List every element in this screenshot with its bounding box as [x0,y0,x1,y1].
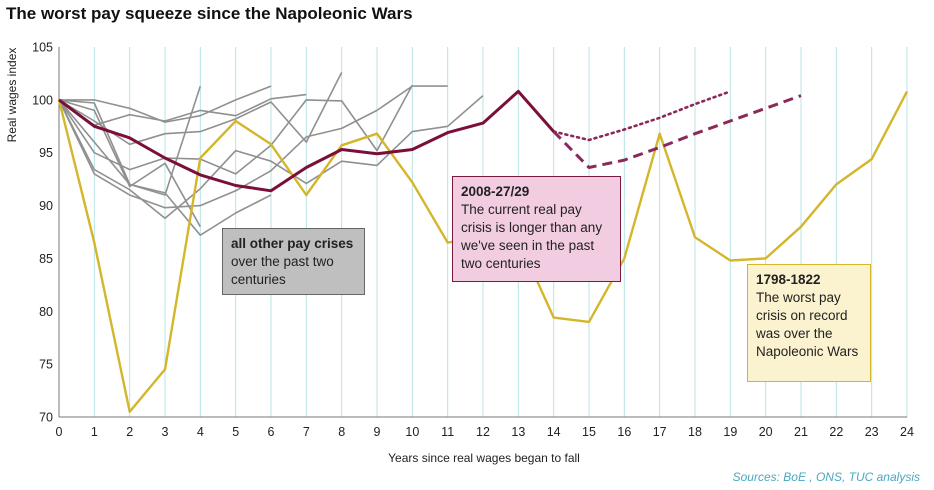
x-tick-label: 17 [653,425,667,439]
other-crisis-line [58,85,448,209]
y-tick-label: 95 [39,146,53,160]
y-tick-label: 70 [39,411,53,425]
x-tick-label: 3 [162,425,169,439]
x-tick-label: 22 [829,425,843,439]
annotation-napoleonic-title: 1798-1822 [756,272,821,287]
x-tick-label: 1 [91,425,98,439]
y-tick-label: 100 [32,93,53,107]
axes: 0 1 2 3 4 5 6 7 8 9 10 11 12 13 14 15 16 17 18 19 20 21 22 23 24… [32,41,914,440]
gridlines [93,47,908,417]
x-tick-label: 7 [303,425,310,439]
projection-dotted-line [552,90,732,142]
projection-dashed-line [552,94,802,169]
x-tick-label: 8 [338,425,345,439]
chart-title: The worst pay squeeze since the Napoleon… [6,4,413,23]
x-tick-label: 23 [865,425,879,439]
other-crisis-line [59,85,272,123]
x-tick-label: 21 [794,425,808,439]
x-tick-label: 0 [56,425,63,439]
x-tick-label: 12 [476,425,490,439]
source-note: Sources: BoE , ONS, TUC analysis [732,470,920,484]
x-tick-label: 18 [688,425,702,439]
y-tick-label: 75 [39,358,53,372]
y-axis-label: Real wages index [5,48,19,143]
other-crisis-line [58,84,414,175]
x-tick-label: 24 [900,425,914,439]
annotation-other-crises: all other pay crises over the past two c… [222,228,365,295]
y-tick-label: 105 [32,41,53,55]
x-tick-label: 2 [126,425,133,439]
annotation-napoleonic: 1798-1822 The worst pay crisis on record… [747,264,871,382]
y-tick-label: 80 [39,305,53,319]
x-tick-label: 20 [759,425,773,439]
x-tick-label: 5 [232,425,239,439]
x-tick-label: 6 [268,425,275,439]
x-tick-label: 4 [197,425,204,439]
x-tick-label: 11 [441,425,454,439]
other-crisis-line [58,99,272,236]
other-crisis-line [58,99,201,228]
annotation-current-crisis-title: 2008-27/29 [461,184,530,199]
x-tick-label: 14 [547,425,561,439]
other-crisis-line [58,94,484,220]
annotation-current-crisis: 2008-27/29 The current real pay crisis i… [452,176,621,282]
annotation-other-crises-body: over the past two centuries [231,254,334,287]
x-axis-label: Years since real wages began to fall [388,451,580,465]
annotation-napoleonic-body: The worst pay crisis on record was over … [756,290,859,359]
annotation-current-crisis-body: The current real pay crisis is longer th… [461,202,603,271]
y-tick-label: 85 [39,252,53,266]
x-tick-label: 19 [723,425,737,439]
x-tick-label: 15 [582,425,596,439]
x-tick-label: 16 [617,425,631,439]
y-tick-label: 90 [39,199,53,213]
annotation-other-crises-title: all other pay crises [231,236,354,251]
current-crisis-line [58,89,555,193]
x-tick-label: 13 [511,425,525,439]
x-tick-label: 9 [374,425,381,439]
x-tick-label: 10 [405,425,419,439]
other-crisis-line [58,93,307,126]
